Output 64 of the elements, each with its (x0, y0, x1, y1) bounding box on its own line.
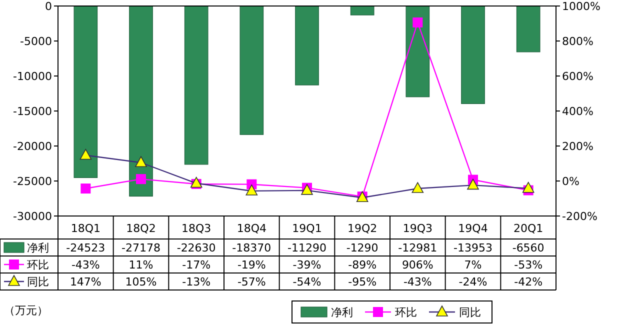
point (412, 17, 423, 28)
data-label: -42% (514, 276, 543, 288)
y-tick-label: -5000 (20, 35, 52, 48)
legend-label: 净利 (27, 242, 49, 254)
point (522, 182, 534, 193)
data-label: -95% (348, 276, 377, 288)
y2-tick-label: 600% (562, 70, 594, 83)
y2-tick-label: 400% (562, 105, 594, 118)
data-label: 105% (125, 276, 157, 288)
data-label: -13% (182, 276, 211, 288)
data-label: -13953 (454, 242, 492, 254)
data-label: -39% (292, 258, 322, 272)
data-label: -19% (237, 258, 266, 272)
data-label: 7% (464, 258, 482, 272)
data-label: -24523 (66, 242, 106, 254)
data-label: -12981 (398, 242, 438, 254)
point (467, 178, 479, 190)
y-tick-label: -15000 (13, 105, 52, 118)
legend: 净利 环比 同比 (292, 300, 492, 324)
data-label: -54% (292, 276, 322, 288)
x-tick-label: 20Q1 (514, 222, 544, 235)
x-tick-label: 19Q3 (402, 222, 432, 235)
x-tick-label: 19Q2 (348, 222, 378, 235)
data-label: -22630 (176, 242, 216, 254)
y2-tick-label: 800% (562, 35, 594, 48)
y2-tick-label: 0% (562, 175, 580, 188)
y-tick-label: -20000 (13, 140, 52, 153)
data-label: -6560 (512, 242, 544, 254)
data-label: -1290 (346, 242, 378, 254)
y-tick-label: -30000 (13, 210, 52, 223)
y-tick-label: -25000 (13, 175, 52, 188)
data-label: 147% (70, 276, 102, 288)
y2-tick-label: 200% (562, 140, 594, 153)
x-tick-label: 19Q1 (292, 222, 322, 235)
data-label: -43% (71, 258, 100, 272)
y-tick-label: 0 (45, 0, 52, 13)
x-tick-label: 19Q4 (458, 222, 488, 235)
legend-label: 环比 (27, 258, 49, 272)
x-tick-label: 18Q1 (70, 222, 100, 235)
y-tick-label: -10000 (13, 70, 52, 83)
data-label: -11290 (288, 242, 326, 254)
data-label: -89% (348, 258, 377, 272)
data-label: -53% (514, 258, 543, 272)
data-label: -57% (237, 276, 266, 288)
point (412, 182, 424, 193)
data-label: -27178 (122, 242, 160, 254)
data-label: -17% (182, 258, 211, 272)
y2-tick-label: -200% (562, 210, 598, 223)
point (80, 148, 92, 160)
y2-tick-label: 1000% (562, 0, 600, 13)
x-tick-label: 18Q3 (182, 222, 212, 235)
data-label: -24% (458, 276, 488, 288)
legend-label: 同比 (27, 276, 49, 288)
data-label: -18370 (232, 242, 272, 254)
text: （万元） (4, 304, 48, 317)
data-label: -43% (403, 276, 432, 288)
x-tick-label: 18Q2 (126, 222, 156, 235)
point (80, 184, 91, 194)
point (246, 184, 258, 196)
x-tick-label: 18Q4 (236, 222, 266, 235)
data-label: 906% (402, 258, 434, 272)
data-label: 11% (128, 258, 154, 272)
point (135, 156, 147, 168)
point (136, 174, 146, 184)
